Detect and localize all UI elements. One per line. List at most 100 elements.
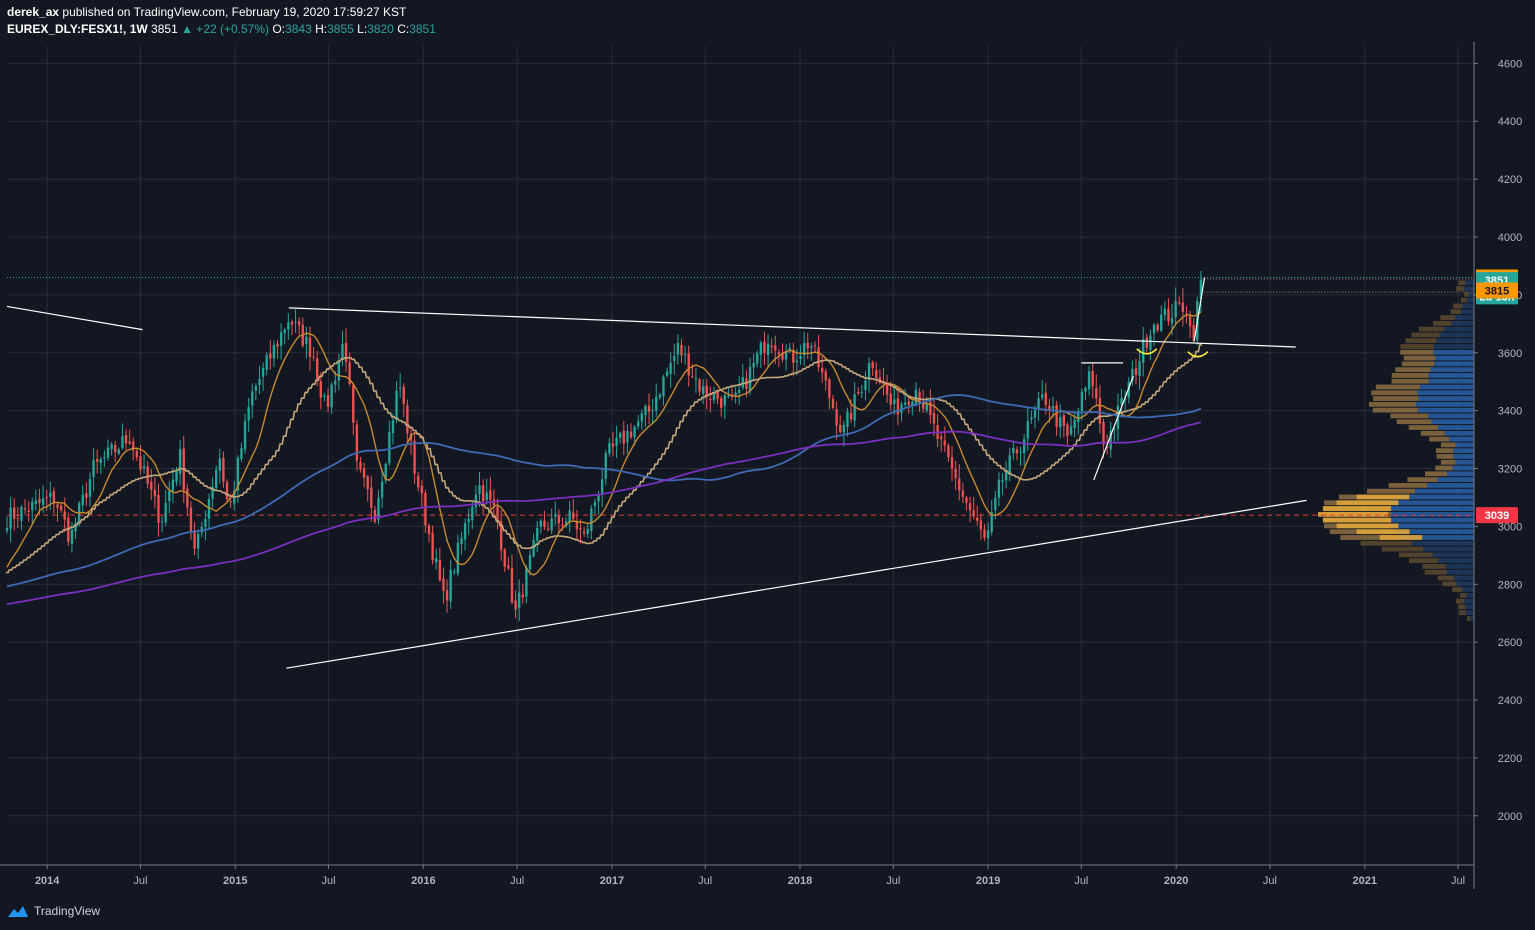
vp-row-up bbox=[1442, 581, 1457, 587]
candle-body bbox=[510, 568, 514, 603]
candle-body bbox=[611, 443, 615, 447]
price-tick-label: 3200 bbox=[1498, 464, 1522, 476]
vp-row-down bbox=[1423, 546, 1474, 552]
time-tick-label: Jul bbox=[133, 875, 147, 887]
candle-body bbox=[124, 434, 128, 444]
candle-body bbox=[409, 433, 413, 441]
candle-body bbox=[456, 542, 460, 574]
candle-body bbox=[215, 469, 218, 489]
candle-body bbox=[471, 506, 474, 521]
price-tick-label: 2400 bbox=[1498, 695, 1522, 707]
candle-body bbox=[139, 456, 142, 470]
candle-body bbox=[546, 528, 550, 530]
candle-body bbox=[730, 394, 734, 396]
candle-body bbox=[972, 510, 975, 517]
price-label-bg bbox=[1476, 507, 1518, 524]
candle-body bbox=[67, 517, 70, 542]
candle-body bbox=[662, 376, 665, 397]
candle-body bbox=[835, 409, 838, 426]
candle-body bbox=[1167, 308, 1170, 322]
candle-body bbox=[308, 337, 312, 357]
candle-body bbox=[186, 488, 189, 508]
candle-body bbox=[63, 511, 66, 520]
candle-body bbox=[121, 436, 124, 449]
price-tick-label: 2800 bbox=[1498, 579, 1522, 591]
vp-row-up bbox=[1408, 425, 1439, 430]
candle-body bbox=[45, 497, 48, 499]
candle-body bbox=[485, 492, 488, 501]
time-tick-label: Jul bbox=[886, 875, 900, 887]
candle-body bbox=[965, 497, 968, 503]
steep-uptrend bbox=[1093, 375, 1134, 481]
candle-body bbox=[705, 385, 708, 397]
vp-row-up bbox=[1420, 430, 1445, 436]
candle-body bbox=[976, 517, 979, 521]
candle-body bbox=[600, 479, 604, 494]
candle-body bbox=[1087, 371, 1091, 390]
candle-body bbox=[896, 398, 900, 415]
candle-body bbox=[146, 466, 149, 484]
vp-row-down bbox=[1411, 540, 1474, 546]
candle-body bbox=[528, 555, 532, 570]
candle-body bbox=[929, 401, 932, 415]
vp-row-up bbox=[1340, 535, 1401, 540]
vp-row-up bbox=[1381, 546, 1424, 552]
candle-body bbox=[117, 449, 120, 454]
vp-row-up bbox=[1371, 390, 1418, 396]
candle-body bbox=[943, 440, 946, 446]
candle-body bbox=[846, 412, 849, 427]
time-tick-label: Jul bbox=[510, 875, 524, 887]
candle-body bbox=[557, 516, 561, 524]
vp-row-down bbox=[1466, 297, 1474, 303]
vp-row-down bbox=[1434, 361, 1474, 367]
price-label-text: 3039 bbox=[1485, 510, 1509, 522]
time-tick-label: Jul bbox=[1263, 875, 1277, 887]
candle-body bbox=[990, 512, 993, 533]
vp-row-down bbox=[1391, 523, 1474, 529]
candle-body bbox=[687, 353, 690, 376]
candle-body bbox=[1066, 424, 1069, 436]
candle-body bbox=[20, 506, 23, 521]
vp-row-up bbox=[1429, 436, 1450, 442]
candle-body bbox=[1149, 335, 1152, 350]
author-name[interactable]: derek_ax bbox=[7, 5, 60, 19]
tradingview-brand[interactable]: TradingView bbox=[34, 904, 101, 918]
candle-body bbox=[391, 420, 395, 433]
candle-body bbox=[644, 405, 647, 416]
candle-body bbox=[810, 346, 813, 348]
highlight-arc bbox=[1136, 348, 1158, 355]
candle-body bbox=[103, 457, 106, 459]
vp-row-up bbox=[1424, 471, 1448, 477]
vp-row-down bbox=[1438, 558, 1474, 564]
symbol-label[interactable]: EUREX_DLY:FESX1!, 1W bbox=[7, 22, 148, 36]
vp-row-up bbox=[1440, 315, 1456, 320]
candle-body bbox=[438, 559, 442, 581]
vp-row-down bbox=[1455, 459, 1474, 465]
vp-row-down bbox=[1420, 384, 1474, 390]
candle-body bbox=[1022, 439, 1026, 454]
candle-body bbox=[954, 469, 957, 479]
vp-row-down bbox=[1433, 349, 1474, 355]
candle-body bbox=[294, 321, 297, 323]
price-chart[interactable]: 2000220024002600280030003200340036003800… bbox=[0, 42, 1535, 895]
ma-slow-blue bbox=[6, 394, 1202, 588]
vp-row-down bbox=[1462, 587, 1474, 592]
candle-body bbox=[9, 507, 12, 529]
candle-body bbox=[1188, 314, 1192, 327]
candle-body bbox=[983, 529, 986, 538]
candle-body bbox=[1033, 409, 1037, 418]
candle-body bbox=[287, 322, 290, 330]
vp-row-down bbox=[1437, 477, 1474, 482]
candle-body bbox=[1142, 339, 1145, 363]
vp-row-down bbox=[1435, 355, 1474, 361]
tradingview-cloud-icon[interactable] bbox=[7, 904, 29, 918]
candle-body bbox=[1080, 392, 1084, 412]
candle-body bbox=[701, 386, 705, 394]
time-tick-label: Jul bbox=[698, 875, 712, 887]
candle-body bbox=[279, 332, 283, 346]
low-value: 3820 bbox=[367, 22, 394, 36]
candle-body bbox=[496, 506, 499, 523]
candle-body bbox=[334, 380, 337, 385]
vp-row-up bbox=[1390, 413, 1429, 419]
candle-body bbox=[774, 345, 777, 351]
